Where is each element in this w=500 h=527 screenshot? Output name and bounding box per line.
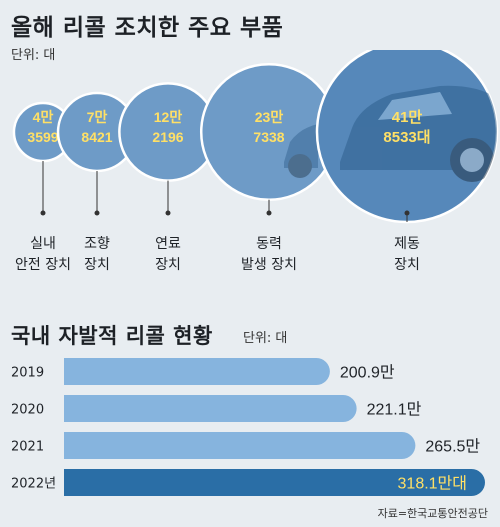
bar-category-label: 2020 [11,403,44,418]
bubble-value-label: 7338 [253,129,284,145]
bubble-category-label: 발생 장치 [241,257,297,273]
bar-value-label: 318.1만대 [398,475,467,493]
bubble-value-label: 3599 [27,129,58,145]
leader-dot [165,210,171,216]
leader-dot [94,210,100,216]
bubble-value-label: 41만 [392,109,423,126]
bar-unit-label: 단위: 대 [243,331,288,346]
bubble-category-label: 장치 [84,257,110,273]
bubble-value-label: 4만 [33,109,54,125]
bar-row: 2020 221.1만 [11,395,422,422]
bubble-category-label: 연료 [155,236,181,252]
bubble-value-label: 12만 [154,109,183,125]
bar-row: 2019 200.9만 [11,358,395,385]
car-icon [284,124,318,178]
leader-dot [404,210,410,216]
bubble-category-label: 안전 장치 [15,257,71,273]
bar [64,395,357,422]
source-note: 자료=한국교통안전공단 [377,507,488,520]
bar-chart: 2019 200.9만 2020 221.1만 2021 265.5만 2022년 318.1… [11,358,485,496]
bar-row: 2022년 318.1만대 [11,469,485,496]
bar-value-label: 221.1만 [367,401,422,419]
bar-category-label: 2021 [11,440,44,455]
bar-category-label: 2022년 [11,477,56,492]
bar-row: 2021 265.5만 [11,432,480,459]
bubble-category-label: 동력 [256,236,282,252]
bar-value-label: 265.5만 [425,438,480,456]
bubble-value-label: 2196 [152,129,183,145]
bar-chart-title: 국내 자발적 리콜 현황 [11,324,213,348]
bubble-category-label: 조향 [84,236,110,252]
chart-title: 올해 리콜 조치한 주요 부품 [11,15,284,41]
bar-category-label: 2019 [11,366,44,381]
leader-dot [266,210,272,216]
bubble-value-label: 7만 [87,109,108,125]
bar [64,432,416,459]
bubble-value-label: 8421 [81,129,112,145]
bubble-category-label: 장치 [155,257,181,273]
bubble-category-label: 실내 [30,236,56,252]
bubble-value-label: 23만 [255,109,284,125]
leader-dot [40,210,46,216]
bar [64,358,330,385]
car-icon [340,85,497,182]
bubble-value-label: 8533대 [383,129,430,146]
unit-label: 단위: 대 [11,48,56,63]
bar-value-label: 200.9만 [340,364,395,382]
bubble-category-label: 장치 [394,257,420,273]
bubble-category-label: 제동 [394,236,420,252]
bar [64,469,485,496]
